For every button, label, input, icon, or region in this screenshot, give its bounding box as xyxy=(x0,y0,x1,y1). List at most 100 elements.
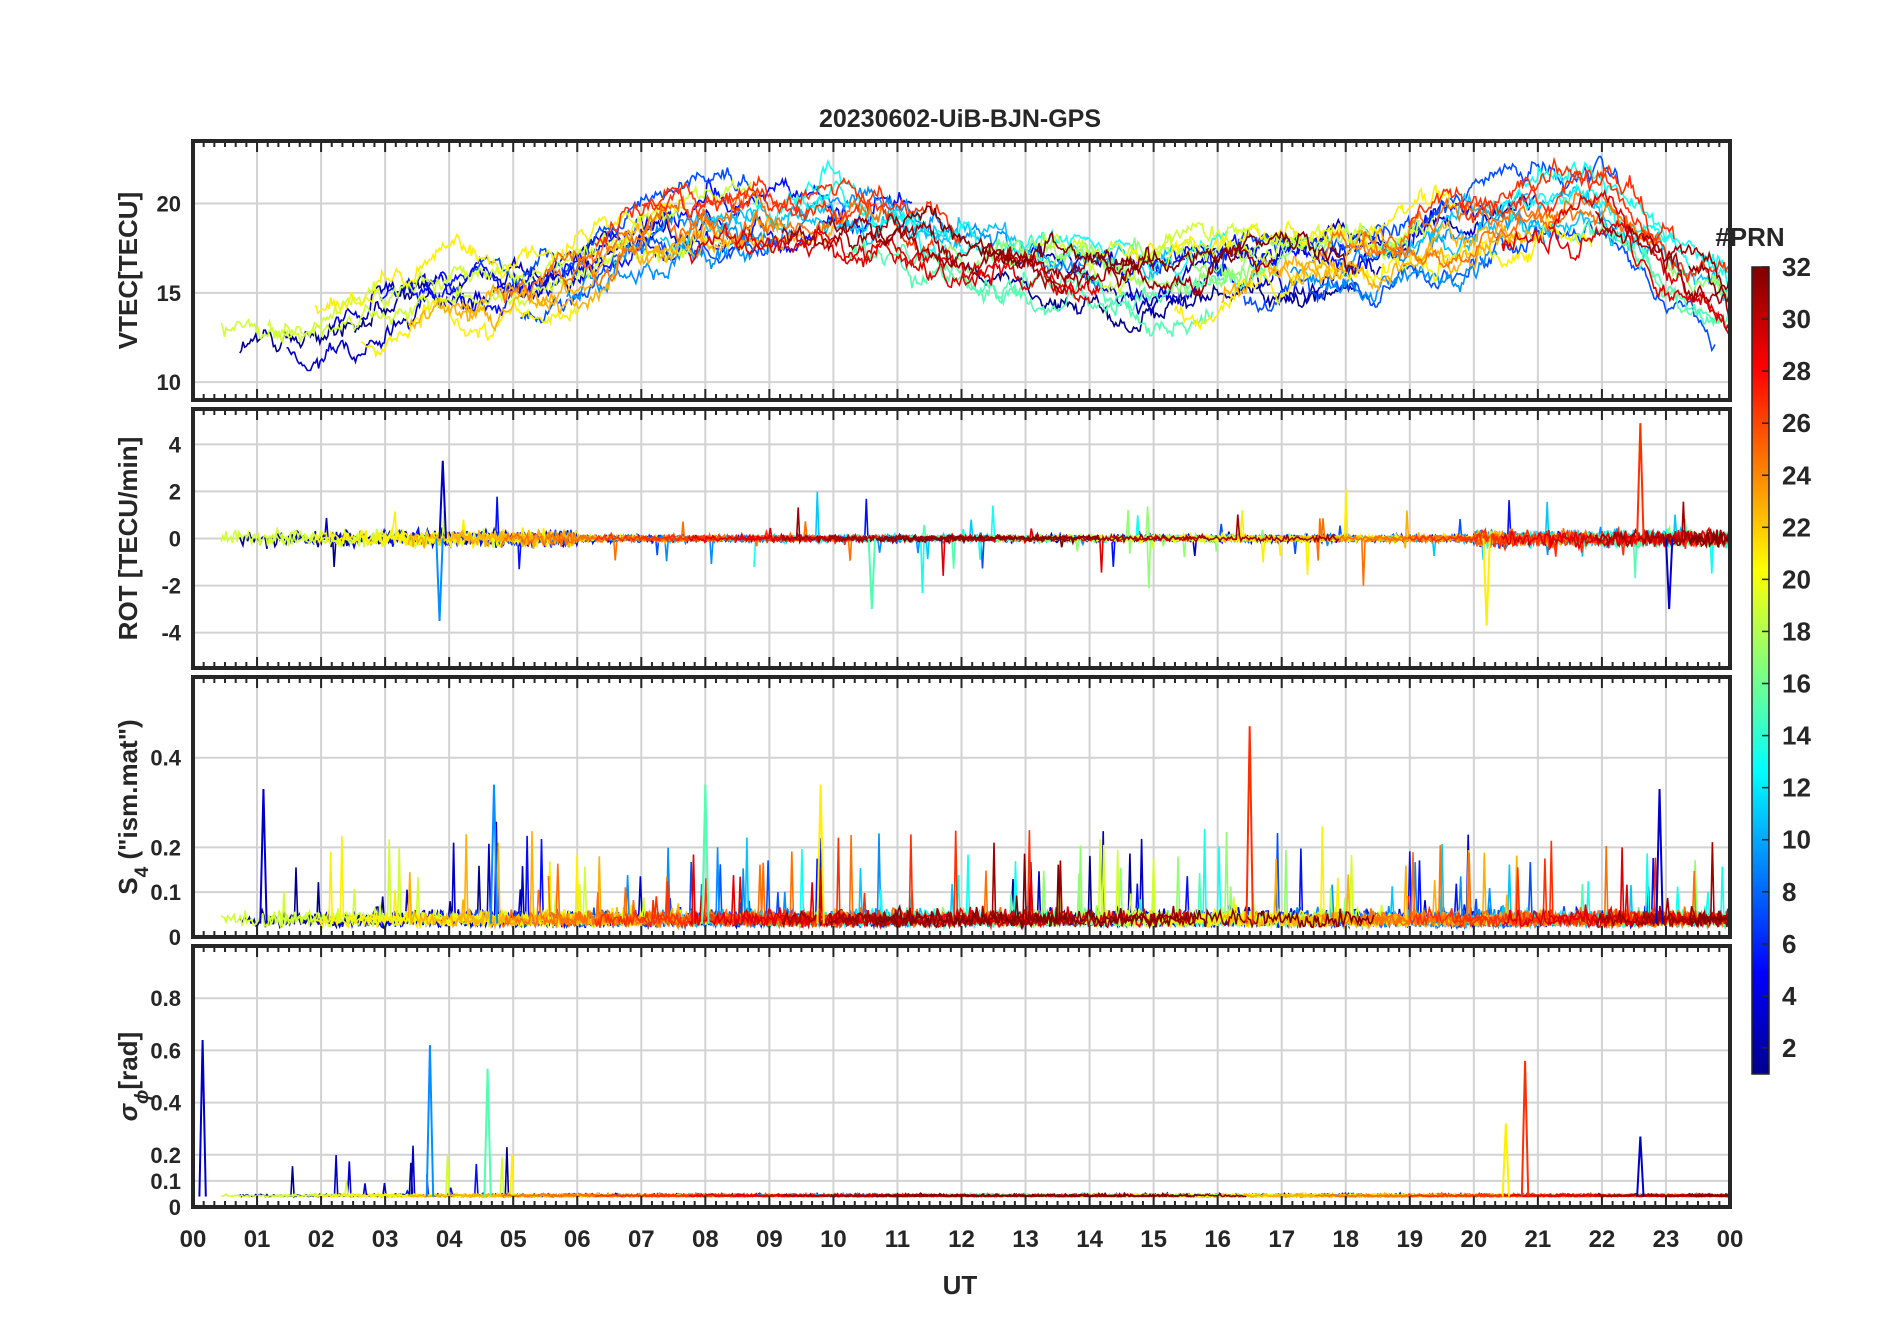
x-tick-label: 16 xyxy=(1204,1226,1231,1253)
colorbar-gradient xyxy=(1751,266,1770,1075)
series-prn-32 xyxy=(874,853,1375,930)
peak-mark xyxy=(1664,538,1674,610)
series-prn-23 xyxy=(454,831,703,931)
x-tick-label: 17 xyxy=(1268,1226,1295,1253)
panel-sigma: 00.10.2 0.4 0.6 0.8 σϕ[rad] xyxy=(113,944,1732,1220)
y-tick-label: 0 xyxy=(169,1195,181,1220)
peak-mark xyxy=(1245,726,1254,924)
x-tick-label: 08 xyxy=(692,1226,719,1253)
series-prn-31 xyxy=(828,214,1274,297)
panel-rot: -4 -2 0 2 4 ROT [TECU/min] xyxy=(113,407,1732,670)
y-label-rest: ("ism.mat") xyxy=(113,719,143,866)
peak-mark xyxy=(1501,1123,1511,1197)
series-prn-27 xyxy=(1455,525,1730,556)
x-axis-label: UT xyxy=(943,1270,978,1300)
x-tick-label: 18 xyxy=(1332,1226,1359,1253)
peak-mark xyxy=(435,538,444,621)
x-minor-ticks xyxy=(192,946,1731,1207)
series-prn-12 xyxy=(1476,183,1730,277)
colorbar-label: #PRN xyxy=(1715,222,1784,252)
y-tick-labels: 0 0.1 0.2 0.4 xyxy=(150,746,181,950)
series-prn-15 xyxy=(1617,230,1731,337)
series-prn-5 xyxy=(426,176,913,295)
chart-title: 20230602-UiB-BJN-GPS xyxy=(819,105,1101,133)
series-prn-32 xyxy=(875,533,1101,548)
y-tick-label: 0.2 xyxy=(150,835,181,860)
y-label-main: σ xyxy=(113,1102,143,1121)
series-group xyxy=(220,726,1731,931)
grid xyxy=(193,141,1730,400)
series-prn-26 xyxy=(594,837,846,930)
y-label-main: S xyxy=(113,877,143,894)
colorbar-tick-label: 22 xyxy=(1782,512,1811,542)
y-tick-label: 0.8 xyxy=(150,986,181,1011)
series-prn-32 xyxy=(1688,261,1730,298)
series-prn-30 xyxy=(781,860,1069,930)
y-tick-labels: -4 -2 0 2 4 xyxy=(161,432,181,645)
series-prn-3 xyxy=(332,210,673,329)
peak-mark xyxy=(483,1068,492,1197)
x-tick-label: 06 xyxy=(564,1226,591,1253)
colorbar-tick-label: 18 xyxy=(1782,616,1811,646)
series-prn-9 xyxy=(1337,208,1546,278)
peak-mark xyxy=(1655,789,1664,924)
x-minor-ticks xyxy=(192,677,1731,937)
x-tick-label: 11 xyxy=(885,1226,910,1253)
series-group xyxy=(198,1039,1731,1199)
colorbar-tick-label: 4 xyxy=(1782,981,1797,1011)
y-axis-label-vtec: VTEC[TECU] xyxy=(113,192,143,349)
y-tick-label: -2 xyxy=(161,574,181,599)
y-tick-label: 0.4 xyxy=(150,1091,181,1116)
x-tick-label: 05 xyxy=(500,1226,527,1253)
y-tick-label: 0 xyxy=(169,527,181,552)
y-axis-label-sigma: σϕ[rad] xyxy=(113,1032,153,1121)
y-tick-label: 10 xyxy=(157,370,181,395)
x-tick-label: 02 xyxy=(308,1226,335,1253)
peak-mark xyxy=(489,784,499,924)
x-tick-label: 19 xyxy=(1396,1226,1423,1253)
y-axis-label-s4: S4 ("ism.mat") xyxy=(113,719,153,894)
x-tick-label: 01 xyxy=(244,1226,271,1253)
colorbar-tick-label: 24 xyxy=(1782,460,1811,490)
y-tick-label: 0.2 xyxy=(150,1143,181,1168)
x-tick-label: 12 xyxy=(948,1226,975,1253)
colorbar-tick-label: 26 xyxy=(1782,408,1811,438)
y-tick-labels: 10 15 20 xyxy=(157,192,181,396)
y-label-sub: 4 xyxy=(132,866,153,877)
series-prn-32 xyxy=(875,1191,1247,1198)
x-tick-label: 20 xyxy=(1460,1226,1487,1253)
peak-mark xyxy=(425,1045,435,1197)
series-prn-8 xyxy=(1289,250,1498,303)
peak-mark xyxy=(198,1039,207,1197)
colorbar-tick-label: 32 xyxy=(1782,252,1811,282)
series-prn-21 xyxy=(360,296,580,359)
x-tick-label: 04 xyxy=(436,1226,463,1253)
series-group xyxy=(220,423,1731,626)
series-prn-13 xyxy=(800,180,1228,278)
colorbar-tick-label: 20 xyxy=(1782,564,1811,594)
series-prn-32 xyxy=(1688,1192,1730,1198)
series-prn-30 xyxy=(781,223,1155,289)
series-prn-20 xyxy=(314,198,680,315)
y-tick-label: 15 xyxy=(157,281,181,306)
series-prn-32 xyxy=(1688,911,1730,928)
y-tick-labels: 00.10.2 0.4 0.6 0.8 xyxy=(150,986,181,1220)
colorbar-tick-label: 16 xyxy=(1782,669,1811,699)
peak-mark xyxy=(1482,538,1491,626)
series-prn-25 xyxy=(1361,197,1662,258)
series-prn-28 xyxy=(1501,526,1715,552)
y-label-sub: ϕ xyxy=(132,1090,153,1104)
y-tick-label: 2 xyxy=(169,479,181,504)
series-prn-1 xyxy=(962,261,1356,334)
colorbar-tick-label: 10 xyxy=(1782,825,1811,855)
x-tick-label: 22 xyxy=(1589,1226,1616,1253)
peak-mark xyxy=(1636,1136,1645,1197)
x-axis: 00 01 02 03 04 05 06 07 08 09 10 11 12 13 14 15 16 17 18 19… xyxy=(180,1226,1744,1300)
series-prn-23 xyxy=(454,210,783,333)
x-tick-label: 00 xyxy=(1717,1226,1744,1253)
series-prn-20 xyxy=(1127,184,1458,269)
x-tick-labels: 00 01 02 03 04 05 06 07 08 09 10 11 12 13 14 15 16 17 18 19… xyxy=(180,1226,1744,1253)
x-minor-ticks xyxy=(192,409,1731,668)
